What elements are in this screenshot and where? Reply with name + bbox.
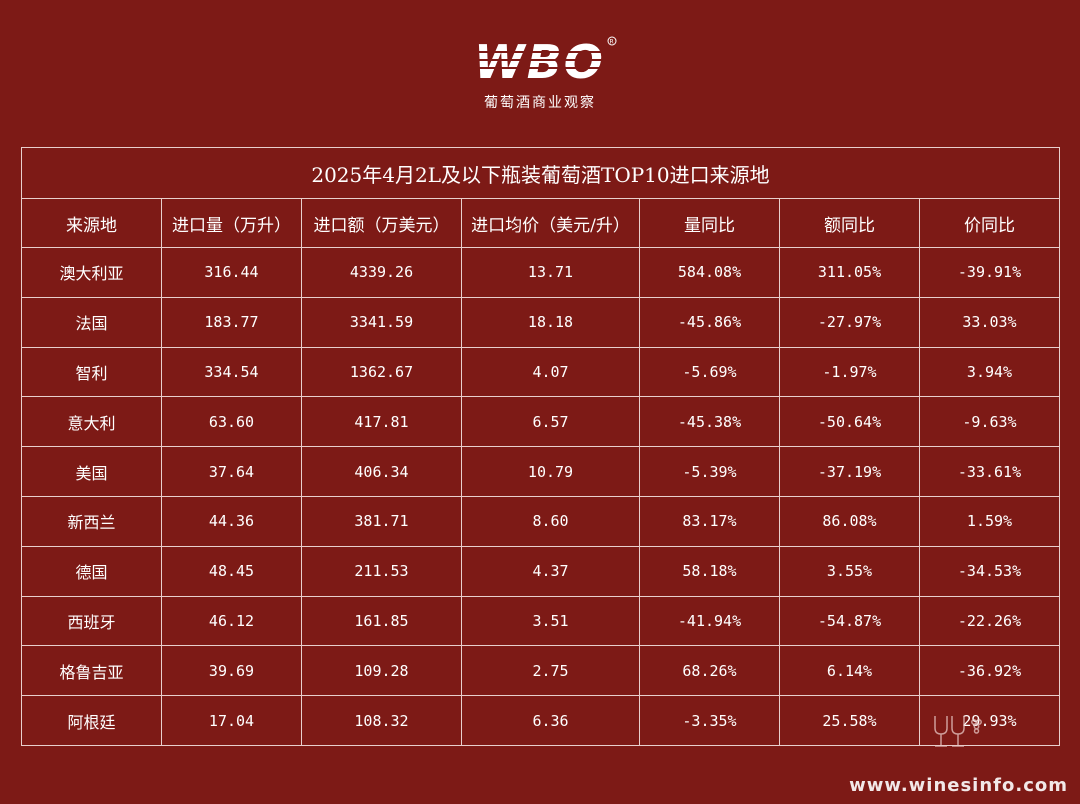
table-row: 意大利 63.60 417.81 6.57 -45.38% -50.64% -9.63% <box>21 396 1061 448</box>
table-row: 智利 334.54 1362.67 4.07 -5.69% -1.97% 3.94% <box>21 346 1061 398</box>
cell-value: -36.92% <box>918 645 1061 697</box>
table-row: 西班牙 46.12 161.85 3.51 -41.94% -54.87% -22.26% <box>21 595 1061 647</box>
cell-value: 48.45 <box>161 545 302 597</box>
cell-value: 6.36 <box>461 695 640 746</box>
cell-value: 6.57 <box>461 396 640 448</box>
cell-value: 2.75 <box>461 645 640 697</box>
cell-value: 584.08% <box>639 247 780 298</box>
svg-text:R: R <box>610 39 614 46</box>
cell-value: 4.07 <box>461 346 640 398</box>
cell-value: 406.34 <box>301 446 462 497</box>
cell-value: 3.94% <box>918 346 1061 398</box>
cell-value: -54.87% <box>779 595 920 647</box>
cell-value: 3.55% <box>779 545 920 597</box>
cell-value: -9.63% <box>918 396 1061 448</box>
cell-origin: 新西兰 <box>21 495 162 547</box>
cell-value: 17.04 <box>161 695 302 746</box>
cell-value: 3.51 <box>461 595 640 647</box>
column-header-value-yoy: 额同比 <box>779 198 920 248</box>
cell-value: 381.71 <box>301 495 462 547</box>
cell-value: 46.12 <box>161 595 302 647</box>
cell-origin: 西班牙 <box>21 595 162 647</box>
cell-value: 334.54 <box>161 346 302 398</box>
cell-value: 6.14% <box>779 645 920 697</box>
cell-value: 39.69 <box>161 645 302 697</box>
cell-value: 33.03% <box>918 296 1061 348</box>
cell-value: 316.44 <box>161 247 302 298</box>
cell-value: 183.77 <box>161 296 302 348</box>
cell-value: 58.18% <box>639 545 780 597</box>
cell-origin: 智利 <box>21 346 162 398</box>
table-title-row: 2025年4月2L及以下瓶装葡萄酒TOP10进口来源地 <box>20 147 1061 199</box>
cell-value: 37.64 <box>161 446 302 497</box>
cell-value: 4339.26 <box>301 247 462 298</box>
table-row: 德国 48.45 211.53 4.37 58.18% 3.55% -34.53% <box>21 545 1061 597</box>
wbo-logo-mark: WBO R <box>470 34 620 86</box>
cell-value: -3.35% <box>639 695 780 746</box>
cell-value: -50.64% <box>779 396 920 448</box>
cell-value: -39.91% <box>918 247 1061 298</box>
cell-value: -34.53% <box>918 545 1061 597</box>
cell-value: 1.59% <box>918 495 1061 547</box>
cell-value: -5.69% <box>639 346 780 398</box>
table-row: 美国 37.64 406.34 10.79 -5.39% -37.19% -33.61% <box>21 446 1061 497</box>
table-row: 法国 183.77 3341.59 18.18 -45.86% -27.97% 33.03% <box>21 296 1061 348</box>
cell-value: -33.61% <box>918 446 1061 497</box>
cell-value: 3341.59 <box>301 296 462 348</box>
wine-glass-icon <box>930 714 990 754</box>
table-row: 格鲁吉亚 39.69 109.28 2.75 68.26% 6.14% -36.92% <box>21 645 1061 697</box>
cell-value: 8.60 <box>461 495 640 547</box>
cell-value: 1362.67 <box>301 346 462 398</box>
cell-value: 44.36 <box>161 495 302 547</box>
cell-value: -45.38% <box>639 396 780 448</box>
cell-value: 13.71 <box>461 247 640 298</box>
cell-value: 86.08% <box>779 495 920 547</box>
table-row: 澳大利亚 316.44 4339.26 13.71 584.08% 311.05% -39.… <box>21 247 1061 298</box>
column-header-origin: 来源地 <box>21 198 162 248</box>
cell-value: 25.58% <box>779 695 920 746</box>
site-watermark: www.winesinfo.com <box>849 775 1068 796</box>
logo-subtitle: 葡萄酒商业观察 <box>484 95 596 111</box>
cell-value: -27.97% <box>779 296 920 348</box>
column-header-avg-price: 进口均价（美元/升） <box>461 198 640 248</box>
cell-value: 108.32 <box>301 695 462 746</box>
cell-value: -5.39% <box>639 446 780 497</box>
column-header-volume-yoy: 量同比 <box>639 198 780 248</box>
cell-value: 18.18 <box>461 296 640 348</box>
cell-value: -37.19% <box>779 446 920 497</box>
cell-value: 211.53 <box>301 545 462 597</box>
cell-value: 4.37 <box>461 545 640 597</box>
column-header-volume: 进口量（万升） <box>161 198 302 248</box>
cell-origin: 阿根廷 <box>21 695 162 746</box>
cell-value: 109.28 <box>301 645 462 697</box>
cell-value: 68.26% <box>639 645 780 697</box>
cell-origin: 法国 <box>21 296 162 348</box>
cell-origin: 澳大利亚 <box>21 247 162 298</box>
cell-value: -1.97% <box>779 346 920 398</box>
cell-origin: 德国 <box>21 545 162 597</box>
import-data-table: 2025年4月2L及以下瓶装葡萄酒TOP10进口来源地 来源地 进口量（万升） … <box>20 147 1061 746</box>
cell-value: 63.60 <box>161 396 302 448</box>
table-header-row: 来源地 进口量（万升） 进口额（万美元） 进口均价（美元/升） 量同比 额同比 … <box>21 198 1061 248</box>
cell-value: 311.05% <box>779 247 920 298</box>
cell-value: -41.94% <box>639 595 780 647</box>
cell-value: 417.81 <box>301 396 462 448</box>
cell-origin: 格鲁吉亚 <box>21 645 162 697</box>
cell-value: 10.79 <box>461 446 640 497</box>
cell-value: 83.17% <box>639 495 780 547</box>
brand-logo: WBO R 葡萄酒商业观察 <box>0 34 1080 114</box>
cell-origin: 意大利 <box>21 396 162 448</box>
cell-origin: 美国 <box>21 446 162 497</box>
cell-value: -45.86% <box>639 296 780 348</box>
column-header-value: 进口额（万美元） <box>301 198 462 248</box>
cell-value: 161.85 <box>301 595 462 647</box>
table-row: 新西兰 44.36 381.71 8.60 83.17% 86.08% 1.59% <box>21 495 1061 547</box>
table-row: 阿根廷 17.04 108.32 6.36 -3.35% 25.58% 29.93% <box>21 695 1061 746</box>
column-header-price-yoy: 价同比 <box>918 198 1061 248</box>
cell-value: -22.26% <box>918 595 1061 647</box>
table-title: 2025年4月2L及以下瓶装葡萄酒TOP10进口来源地 <box>20 147 1061 199</box>
